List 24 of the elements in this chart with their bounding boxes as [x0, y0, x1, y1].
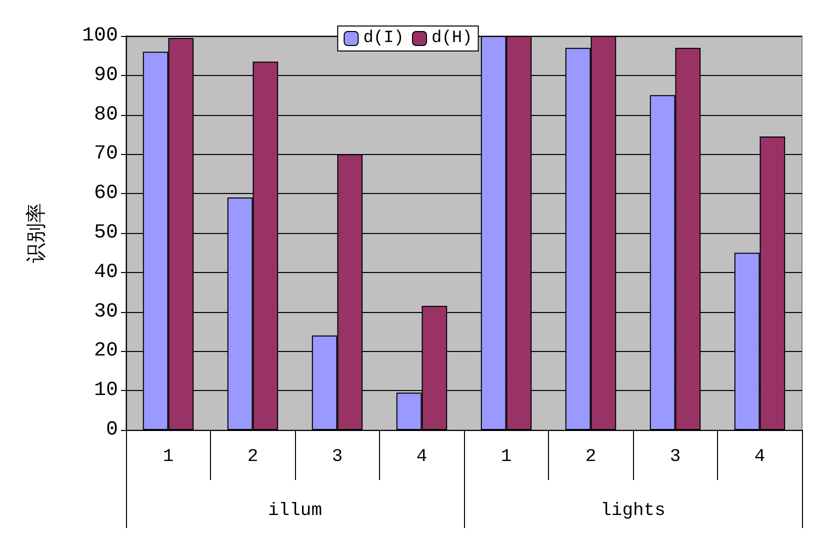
y-tick-label: 50 [94, 222, 118, 244]
x-tick-label: 1 [162, 447, 174, 467]
x-tick-label: 1 [500, 447, 512, 467]
y-tick-label: 70 [94, 142, 118, 166]
text: lights [600, 501, 666, 521]
y-tick-label: 10 [94, 379, 118, 402]
y-tick-label: 40 [94, 260, 118, 284]
x-tick-label: 3 [670, 447, 681, 467]
x-tick-label: 4 [416, 447, 428, 467]
x-tick-label: 2 [247, 447, 258, 467]
legend-label: d(I) [363, 29, 404, 48]
y-tick-label: 20 [94, 340, 118, 363]
x-tick-label: 3 [332, 447, 343, 467]
text: illum [268, 501, 322, 521]
legend-label: d(H) [432, 29, 472, 48]
x-tick-label: 2 [585, 447, 596, 467]
y-tick-label: 100 [82, 24, 118, 48]
y-tick-label: 80 [94, 103, 118, 126]
y-tick-label: 0 [106, 418, 118, 442]
x-tick-label: 4 [754, 447, 766, 467]
y-tick-label: 60 [94, 182, 118, 206]
y-axis-title: 识别率 [26, 203, 50, 263]
y-tick-label: 90 [94, 64, 118, 87]
y-tick-label: 30 [94, 300, 118, 324]
